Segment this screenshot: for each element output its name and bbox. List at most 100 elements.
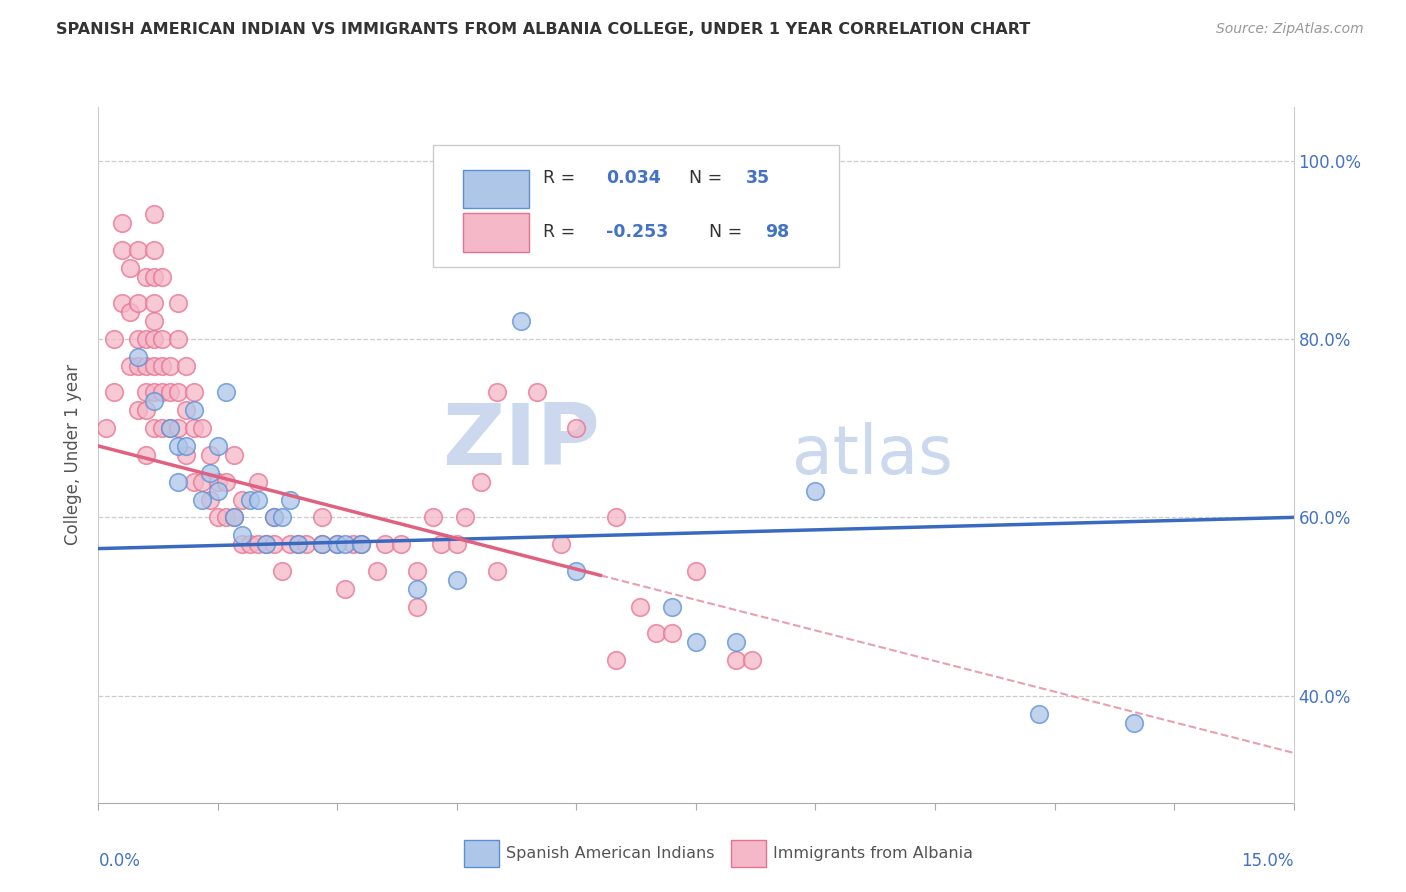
Point: [150, 421, 173, 435]
Point: [246, 492, 269, 507]
Text: 0.034: 0.034: [606, 169, 661, 187]
Point: [159, 421, 181, 435]
Bar: [463, 169, 529, 208]
Point: [254, 537, 277, 551]
Point: [198, 466, 221, 480]
Point: [135, 269, 157, 284]
Point: [191, 421, 214, 435]
Point: [550, 537, 572, 551]
FancyBboxPatch shape: [433, 145, 839, 267]
Point: [150, 269, 173, 284]
Point: [159, 385, 181, 400]
Point: [135, 448, 157, 462]
Point: [685, 564, 707, 578]
Point: [215, 475, 238, 489]
Point: [422, 510, 444, 524]
Point: [127, 359, 149, 373]
Text: ZIP: ZIP: [443, 400, 600, 483]
Point: [270, 564, 292, 578]
Point: [111, 243, 134, 257]
Point: [335, 582, 357, 596]
Text: N =: N =: [699, 223, 748, 241]
Point: [183, 475, 205, 489]
Point: [127, 296, 149, 310]
Point: [120, 260, 142, 275]
Point: [374, 537, 396, 551]
Point: [350, 537, 373, 551]
Point: [222, 510, 245, 524]
Point: [127, 403, 149, 417]
Point: [183, 385, 205, 400]
Point: [804, 483, 827, 498]
Point: [326, 537, 349, 551]
Text: Spanish American Indians: Spanish American Indians: [506, 847, 714, 861]
Point: [661, 626, 683, 640]
Point: [167, 439, 190, 453]
Point: [96, 421, 118, 435]
Point: [215, 385, 238, 400]
Text: 0.0%: 0.0%: [98, 852, 141, 870]
Point: [167, 475, 190, 489]
Point: [326, 537, 349, 551]
Text: N =: N =: [678, 169, 728, 187]
Point: [350, 537, 373, 551]
Point: [565, 421, 588, 435]
Point: [120, 305, 142, 319]
Text: 15.0%: 15.0%: [1241, 852, 1294, 870]
Point: [628, 599, 651, 614]
Point: [207, 439, 229, 453]
Point: [311, 537, 333, 551]
Point: [661, 599, 683, 614]
Bar: [463, 213, 529, 252]
Point: [207, 510, 229, 524]
Point: [174, 439, 197, 453]
Point: [143, 332, 166, 346]
Point: [278, 537, 301, 551]
Point: [111, 296, 134, 310]
Y-axis label: College, Under 1 year: College, Under 1 year: [65, 364, 83, 546]
Point: [143, 207, 166, 221]
Point: [198, 448, 221, 462]
Point: [111, 216, 134, 230]
Point: [294, 537, 316, 551]
Point: [231, 492, 253, 507]
Point: [150, 359, 173, 373]
Point: [231, 537, 253, 551]
Point: [565, 564, 588, 578]
Point: [127, 243, 149, 257]
Text: SPANISH AMERICAN INDIAN VS IMMIGRANTS FROM ALBANIA COLLEGE, UNDER 1 YEAR CORRELA: SPANISH AMERICAN INDIAN VS IMMIGRANTS FR…: [56, 22, 1031, 37]
Point: [685, 635, 707, 649]
Text: R =: R =: [543, 223, 581, 241]
Point: [127, 332, 149, 346]
Text: -0.253: -0.253: [606, 223, 669, 241]
Point: [724, 653, 747, 667]
Point: [143, 269, 166, 284]
Point: [366, 564, 388, 578]
Point: [605, 653, 627, 667]
Point: [191, 475, 214, 489]
Point: [406, 564, 429, 578]
Point: [335, 537, 357, 551]
Point: [207, 475, 229, 489]
Point: [143, 243, 166, 257]
Point: [135, 359, 157, 373]
Point: [143, 421, 166, 435]
Point: [263, 510, 285, 524]
Point: [239, 537, 262, 551]
Point: [287, 537, 309, 551]
Point: [143, 359, 166, 373]
Point: [159, 421, 181, 435]
Text: 35: 35: [747, 169, 770, 187]
Point: [311, 510, 333, 524]
Point: [135, 403, 157, 417]
Point: [1123, 715, 1146, 730]
Point: [135, 385, 157, 400]
Text: Source: ZipAtlas.com: Source: ZipAtlas.com: [1216, 22, 1364, 37]
Point: [741, 653, 763, 667]
Point: [446, 573, 468, 587]
Point: [278, 492, 301, 507]
Point: [143, 385, 166, 400]
Point: [231, 528, 253, 542]
Point: [246, 475, 269, 489]
Point: [191, 492, 214, 507]
